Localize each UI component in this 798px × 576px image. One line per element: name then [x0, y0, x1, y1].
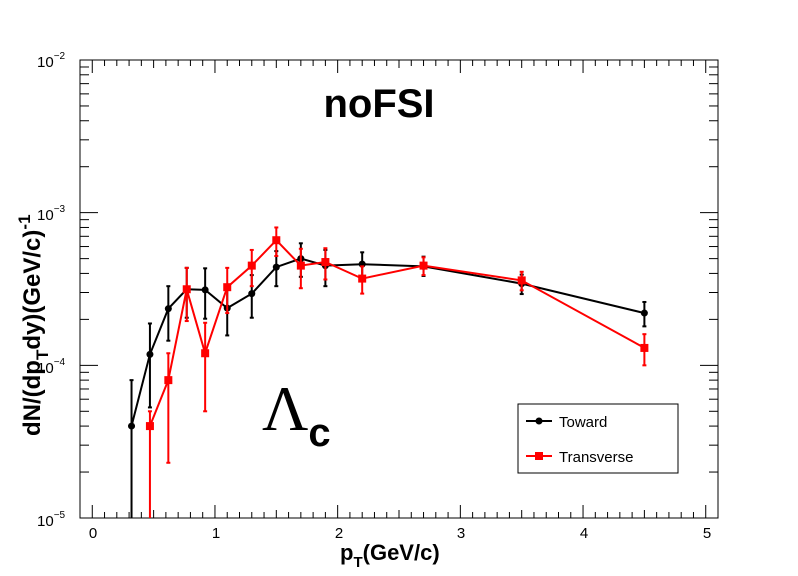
data-point [145, 422, 154, 431]
data-point [640, 343, 649, 352]
data-point [164, 376, 173, 385]
data-point [640, 309, 648, 317]
y-tick-label: 10−3 [37, 204, 66, 224]
x-axis-label: pT(GeV/c) [340, 540, 440, 571]
data-point [272, 263, 280, 271]
legend: Toward Transverse [517, 403, 679, 474]
series-line [130, 257, 645, 427]
x-tick-label: 5 [703, 525, 711, 542]
legend-box [517, 403, 679, 474]
x-tick-label: 0 [89, 525, 97, 542]
data-point [223, 283, 232, 292]
data-point [272, 236, 281, 245]
x-tick-labels: 0 1 2 3 4 5 [89, 525, 711, 542]
x-axis-ticks [79, 60, 719, 518]
legend-marker-toward [535, 417, 543, 425]
data-point [201, 349, 210, 358]
data-point [247, 261, 256, 270]
data-point [296, 261, 305, 270]
data-point [358, 274, 367, 283]
y-axis-ticks [80, 59, 718, 519]
x-tick-label: 2 [335, 525, 343, 542]
data-point [201, 286, 209, 294]
series-layer [128, 226, 649, 518]
y-axis-label: dN/(dpTdy)(GeV/c)-1 [15, 214, 52, 436]
data-point [248, 290, 256, 298]
chart-title: noFSI [323, 82, 434, 126]
data-point [419, 261, 428, 270]
x-tick-label: 4 [580, 525, 588, 542]
x-tick-label: 3 [457, 525, 465, 542]
y-tick-label: 10−2 [37, 51, 66, 71]
legend-label-transverse: Transverse [559, 449, 633, 466]
legend-marker-transverse [535, 452, 543, 460]
data-point [517, 276, 526, 285]
particle-annotation: Λc [262, 373, 331, 455]
data-point [321, 258, 330, 267]
y-tick-label: 10−5 [37, 510, 66, 530]
y-tick-label: 10−4 [37, 357, 66, 377]
y-tick-labels: 10−5 10−4 10−3 10−2 [37, 51, 66, 530]
data-point [164, 305, 172, 313]
legend-label-toward: Toward [559, 414, 607, 431]
data-point [128, 422, 136, 430]
series-transverse [145, 226, 649, 518]
data-point [146, 350, 154, 358]
data-point [182, 285, 191, 294]
x-tick-label: 1 [212, 525, 220, 542]
